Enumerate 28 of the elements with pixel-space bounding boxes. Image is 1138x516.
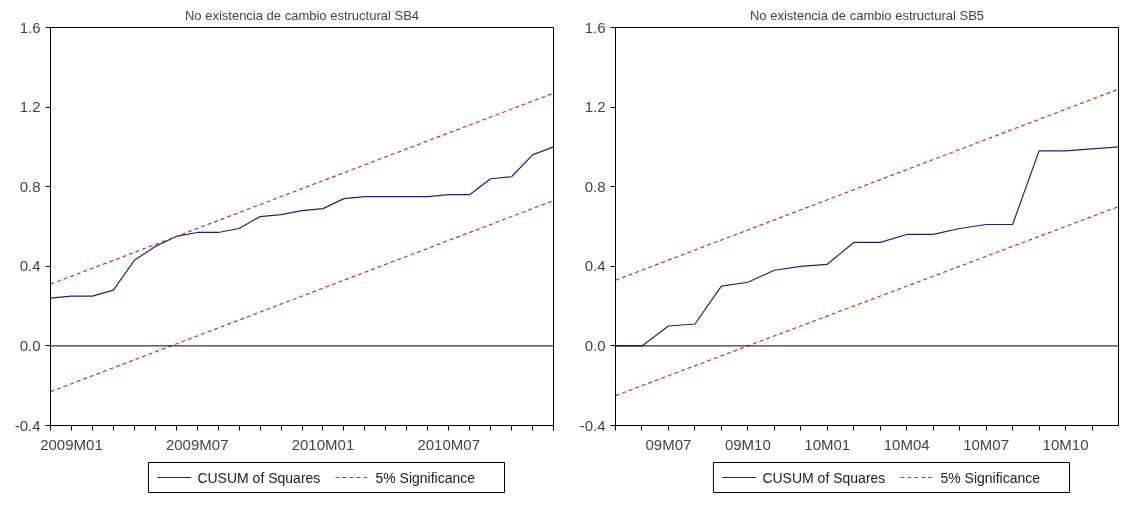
y-tick-label: 1.6 <box>584 18 606 36</box>
x-tick-label: 10M07 <box>963 435 1010 453</box>
y-tick-label: 0.0 <box>584 336 606 354</box>
y-tick-label: 0.4 <box>19 257 41 275</box>
legend-label: 5% Significance <box>375 469 476 486</box>
x-tick-label: 10M04 <box>883 435 930 453</box>
x-tick-label: 10M10 <box>1042 435 1089 453</box>
y-tick-label: 1.6 <box>19 18 41 36</box>
chart-title: No existencia de cambio estructural SB5 <box>749 7 985 23</box>
x-tick-label: 10M01 <box>804 435 851 453</box>
y-tick-label: -0.4 <box>14 416 41 434</box>
y-tick-label: 0.8 <box>19 177 41 195</box>
y-tick-label: 0.0 <box>19 336 41 354</box>
x-tick-label: 2009M01 <box>40 435 103 453</box>
legend-label: 5% Significance <box>940 469 1041 486</box>
y-tick-label: 0.4 <box>584 257 606 275</box>
x-tick-label: 09M10 <box>724 435 771 453</box>
legend-label: CUSUM of Squares <box>197 469 321 486</box>
x-tick-label: 09M07 <box>645 435 692 453</box>
x-tick-label: 2010M01 <box>291 435 355 453</box>
x-tick-label: 2009M07 <box>165 435 229 453</box>
y-tick-label: 0.8 <box>584 177 606 195</box>
legend-label: CUSUM of Squares <box>762 469 886 486</box>
x-tick-label: 2010M07 <box>417 435 480 453</box>
y-tick-label: -0.4 <box>579 416 606 434</box>
chart-title: No existencia de cambio estructural SB4 <box>184 7 420 23</box>
y-tick-label: 1.2 <box>584 98 606 116</box>
y-tick-label: 1.2 <box>19 98 41 116</box>
